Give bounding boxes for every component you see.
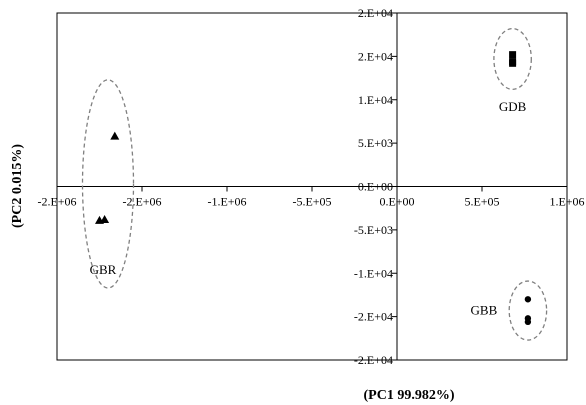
group-label-gbr: GBR: [90, 262, 117, 277]
group-label-gbb: GBB: [471, 303, 498, 318]
circle-marker: [524, 318, 532, 326]
y-tick-label: 2.E+04: [358, 49, 393, 63]
y-axis-title: (PC2 0.015%): [10, 144, 25, 228]
y-tick-label: -2.E+04: [354, 353, 393, 367]
triangle-marker: [95, 215, 104, 224]
x-tick-label: -1.E+06: [207, 195, 246, 209]
y-tick-label: 0.E+00: [358, 180, 393, 194]
x-tick-label: -5.E+05: [292, 195, 331, 209]
triangle-marker: [110, 131, 120, 140]
y-tick-label: -5.E+03: [354, 223, 393, 237]
x-tick-label: -2.E+06: [122, 195, 161, 209]
square-marker: [509, 59, 517, 67]
y-tick-label: -2.E+04: [354, 310, 393, 324]
square-marker: [509, 51, 517, 59]
y-tick-label: 2.E+04: [358, 6, 393, 20]
group-ellipse-gbb: [508, 280, 548, 341]
circle-marker: [524, 296, 532, 303]
x-tick-label: 1.E+06: [549, 195, 584, 209]
x-tick-label: 0.E+00: [379, 195, 414, 209]
group-label-gdb: GDB: [499, 99, 527, 114]
y-tick-label: -1.E+04: [354, 266, 393, 280]
x-tick-label: -2.E+06: [37, 195, 76, 209]
y-tick-label: 1.E+04: [358, 93, 393, 107]
x-tick-label: 5.E+05: [464, 195, 499, 209]
x-axis-title: (PC1 99.982%): [364, 388, 455, 403]
y-tick-label: 5.E+03: [358, 136, 393, 150]
group-ellipse-gdb: [493, 27, 532, 90]
group-ellipse-gbr: [81, 79, 135, 289]
